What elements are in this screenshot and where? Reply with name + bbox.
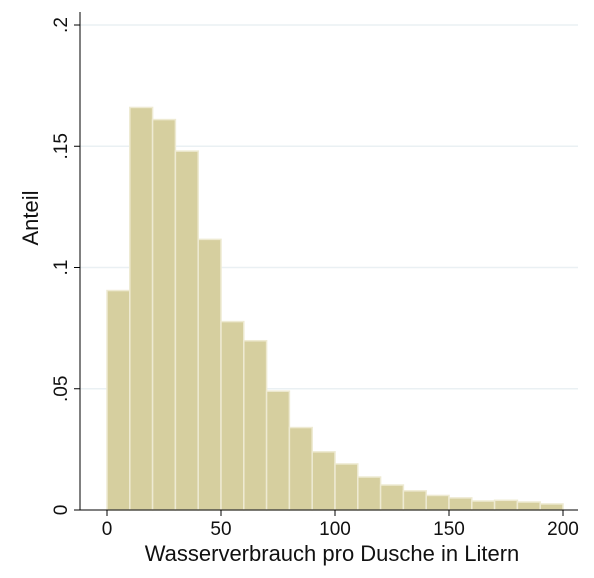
bar: [471, 500, 496, 511]
y-tick-label: .15: [51, 133, 72, 159]
x-axis-label: Wasserverbrauch pro Dusche in Litern: [145, 541, 520, 566]
x-tick-label: 100: [319, 519, 351, 540]
bar: [539, 503, 564, 511]
bar: [151, 118, 177, 511]
bar: [106, 289, 131, 511]
bar: [334, 463, 359, 511]
y-tick-label: 0: [51, 505, 72, 516]
bar: [516, 501, 541, 511]
y-axis-label: Anteil: [18, 190, 43, 245]
bar: [243, 339, 268, 511]
bar: [379, 484, 405, 511]
y-tick-label: .05: [51, 376, 72, 402]
bar: [425, 494, 450, 511]
bar: [265, 390, 291, 511]
bar: [197, 238, 222, 511]
bar: [174, 150, 199, 511]
bar: [448, 497, 473, 511]
x-tick-label: 150: [433, 519, 465, 540]
bar: [220, 320, 245, 511]
bar: [311, 451, 336, 511]
x-tick-label: 200: [547, 519, 579, 540]
bar: [288, 426, 313, 511]
x-tick-label: 0: [102, 519, 113, 540]
y-tick-label: .1: [51, 260, 72, 276]
x-tick-label: 50: [210, 519, 231, 540]
bar: [129, 106, 154, 511]
bar: [493, 499, 519, 511]
bar: [357, 476, 382, 511]
bar: [402, 490, 427, 511]
y-tick-label: .2: [51, 17, 72, 33]
